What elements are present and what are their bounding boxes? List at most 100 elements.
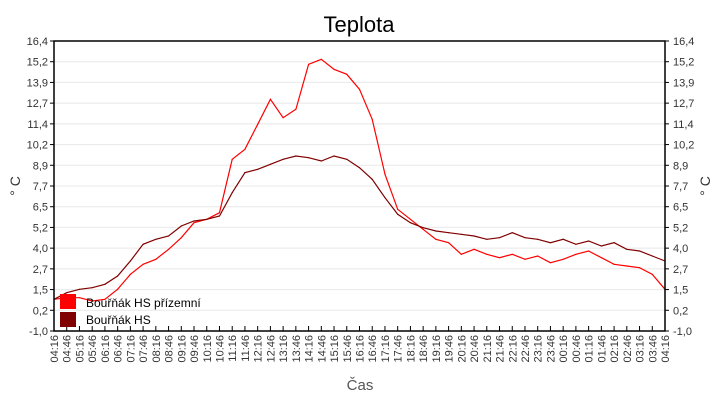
x-tick-label: 05:46 bbox=[87, 335, 99, 363]
data-point bbox=[180, 225, 182, 227]
x-tick-label: 23:46 bbox=[545, 335, 557, 363]
x-tick-label: 23:16 bbox=[533, 335, 545, 363]
data-point bbox=[651, 273, 653, 275]
x-tick-label: 14:46 bbox=[316, 335, 328, 363]
y-tick-label: 4,0 bbox=[33, 243, 48, 255]
x-tick-label: 19:16 bbox=[431, 335, 443, 363]
data-point bbox=[78, 288, 81, 290]
data-point bbox=[549, 262, 552, 264]
data-point bbox=[142, 263, 144, 265]
data-point bbox=[66, 292, 68, 294]
x-tick-label: 09:16 bbox=[176, 335, 188, 363]
x-tick-label: 01:46 bbox=[596, 335, 608, 363]
legend-swatch-1 bbox=[60, 294, 76, 309]
y-tick-label-right: 7,7 bbox=[673, 181, 688, 193]
data-point bbox=[231, 158, 233, 160]
data-point bbox=[588, 250, 590, 252]
x-axis-label: Čas bbox=[347, 377, 374, 394]
x-tick-label: 13:46 bbox=[291, 335, 303, 363]
data-point bbox=[473, 248, 475, 250]
legend-label-2: Bouřňák HS bbox=[86, 313, 151, 327]
data-point bbox=[537, 238, 539, 240]
data-point bbox=[384, 173, 386, 175]
x-tick-label: 10:46 bbox=[214, 335, 226, 363]
x-tick-label: 05:16 bbox=[74, 335, 86, 363]
x-tick-label: 04:46 bbox=[62, 335, 74, 363]
data-point bbox=[91, 300, 93, 302]
data-point bbox=[142, 243, 144, 245]
y-tick-label-right: 10,2 bbox=[673, 140, 694, 152]
data-point bbox=[193, 222, 195, 224]
x-tick-label: 12:16 bbox=[253, 335, 265, 363]
data-point bbox=[600, 245, 602, 247]
data-point bbox=[409, 222, 412, 224]
chart-title: Teplota bbox=[324, 12, 396, 37]
data-point bbox=[244, 148, 246, 150]
y-tick-label: 11,4 bbox=[27, 119, 48, 131]
data-point bbox=[524, 258, 526, 260]
data-point bbox=[473, 235, 475, 237]
y-tick-label: 10,2 bbox=[27, 140, 48, 152]
y-tick-label: 2,7 bbox=[33, 264, 48, 276]
data-point bbox=[244, 172, 246, 174]
data-point bbox=[320, 58, 322, 60]
x-tick-label: 20:46 bbox=[469, 335, 481, 363]
y-axis-label-right: ° C bbox=[697, 176, 713, 196]
data-point bbox=[104, 298, 106, 300]
data-point bbox=[180, 237, 182, 239]
x-tick-label: 13:16 bbox=[278, 335, 290, 363]
data-point bbox=[307, 157, 310, 159]
data-point bbox=[600, 257, 602, 259]
y-tick-label-right: 12,7 bbox=[673, 98, 694, 110]
x-tick-label: 00:16 bbox=[558, 335, 570, 363]
plot-frame bbox=[53, 40, 666, 332]
data-point bbox=[155, 238, 157, 240]
data-point bbox=[588, 240, 590, 242]
data-point bbox=[129, 260, 131, 262]
data-point bbox=[562, 258, 564, 260]
data-point bbox=[104, 283, 106, 285]
data-point bbox=[91, 287, 93, 289]
y-tick-label-right: 11,4 bbox=[673, 119, 694, 131]
y-tick-label: 12,7 bbox=[27, 98, 48, 110]
y-tick-label: 16,4 bbox=[27, 36, 48, 48]
x-tick-label: 11:16 bbox=[227, 335, 239, 362]
data-point bbox=[651, 255, 653, 257]
data-point bbox=[358, 167, 361, 169]
data-point bbox=[371, 178, 373, 180]
data-point bbox=[167, 248, 170, 250]
x-tick-label: 15:16 bbox=[329, 335, 341, 363]
x-tick-label: 06:46 bbox=[113, 335, 125, 363]
x-tick-label: 10:16 bbox=[202, 335, 214, 363]
data-point bbox=[448, 232, 450, 234]
y-tick-label: 15,2 bbox=[27, 57, 48, 69]
data-point bbox=[460, 233, 462, 235]
data-point bbox=[129, 273, 131, 275]
data-point bbox=[435, 238, 437, 240]
x-tick-label: 07:16 bbox=[125, 335, 137, 363]
x-tick-label: 22:46 bbox=[520, 335, 532, 363]
series-line-1 bbox=[53, 58, 666, 302]
data-point bbox=[193, 220, 195, 222]
data-point bbox=[155, 258, 157, 260]
y-tick-label: 1,5 bbox=[33, 285, 48, 297]
data-point bbox=[282, 117, 284, 119]
x-tick-label: 17:16 bbox=[380, 335, 392, 363]
x-tick-label: 04:16 bbox=[660, 335, 672, 363]
data-point bbox=[206, 218, 208, 220]
data-point bbox=[511, 253, 513, 255]
data-point bbox=[282, 158, 284, 160]
x-tick-label: 19:46 bbox=[444, 335, 456, 363]
x-tick-label: 08:16 bbox=[151, 335, 163, 363]
data-point bbox=[498, 257, 501, 259]
x-tick-label: 21:46 bbox=[495, 335, 507, 363]
data-point bbox=[117, 275, 119, 277]
data-point bbox=[346, 73, 348, 75]
x-tick-label: 22:16 bbox=[507, 335, 519, 363]
y-tick-label-right: 13,9 bbox=[673, 77, 694, 89]
data-point bbox=[218, 212, 221, 214]
data-point bbox=[448, 242, 450, 244]
data-point bbox=[117, 288, 119, 290]
x-tick-label: 02:16 bbox=[609, 335, 621, 363]
